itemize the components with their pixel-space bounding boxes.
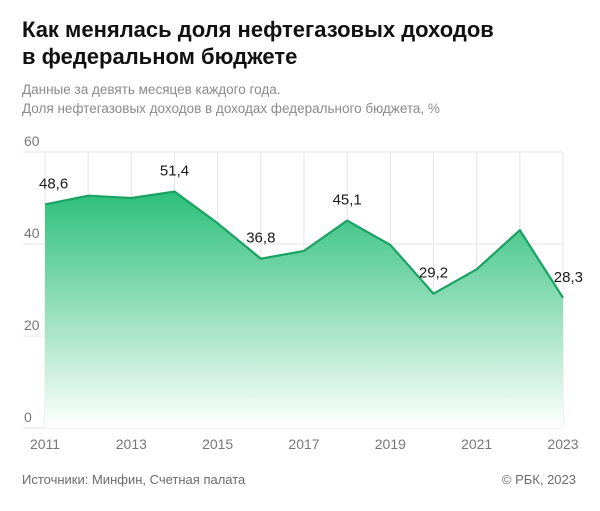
chart-subtitle-line-1: Данные за девять месяцев каждого года.	[22, 82, 281, 97]
chart-subtitle: Данные за девять месяцев каждого года. Д…	[22, 80, 582, 118]
chart-title: Как менялась доля нефтегазовых доходов в…	[22, 16, 582, 70]
x-tick-label: 2013	[116, 436, 147, 452]
x-tick-label: 2015	[202, 436, 233, 452]
x-tick-label: 2023	[547, 436, 578, 452]
x-tick-label: 2011	[30, 436, 60, 452]
x-tick-label: 2019	[375, 436, 406, 452]
data-label: 36,8	[246, 230, 275, 247]
area-fill	[45, 191, 563, 428]
data-label: 45,1	[333, 192, 362, 209]
series-line	[44, 190, 564, 299]
data-label: 48,6	[39, 175, 68, 192]
x-tick-label: 2021	[461, 436, 492, 452]
y-tick-label: 60	[24, 133, 40, 149]
y-tick-label: 40	[24, 225, 40, 241]
chart-title-line-1: Как менялась доля нефтегазовых доходов	[22, 17, 494, 42]
y-tick-label: 20	[24, 317, 40, 333]
data-label: 51,4	[160, 163, 189, 180]
y-tick-label: 0	[24, 409, 32, 425]
x-tick-label: 2017	[288, 436, 319, 452]
chart-subtitle-line-2: Доля нефтегазовых доходов в доходах феде…	[22, 101, 440, 116]
chart-title-line-2: в федеральном бюджете	[22, 44, 298, 69]
data-label: 29,2	[419, 265, 448, 282]
copyright-note: © РБК, 2023	[501, 472, 576, 487]
data-label: 28,3	[554, 269, 583, 286]
source-note: Источники: Минфин, Счетная палата	[22, 472, 246, 487]
